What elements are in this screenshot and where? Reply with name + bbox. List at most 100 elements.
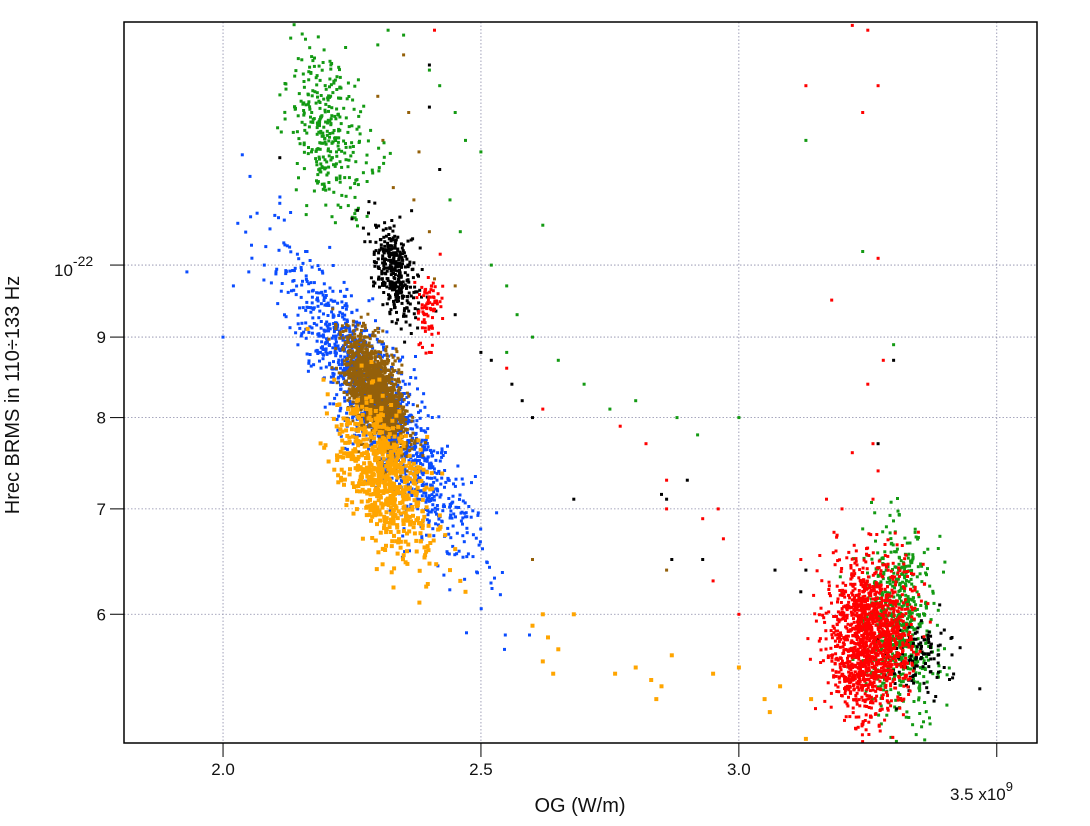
data-point bbox=[649, 678, 654, 682]
data-point bbox=[422, 429, 426, 433]
data-point bbox=[433, 476, 437, 480]
data-point bbox=[221, 335, 225, 339]
data-point bbox=[362, 425, 367, 430]
data-point bbox=[454, 515, 457, 519]
data-point bbox=[355, 127, 359, 131]
data-point bbox=[418, 447, 423, 452]
data-point bbox=[384, 426, 389, 431]
data-point bbox=[318, 121, 321, 125]
data-point bbox=[276, 302, 280, 306]
data-point bbox=[407, 514, 412, 519]
data-point bbox=[879, 617, 883, 621]
data-point bbox=[407, 263, 411, 267]
data-point bbox=[388, 501, 392, 506]
data-point bbox=[882, 572, 886, 576]
data-point bbox=[384, 442, 389, 447]
data-point bbox=[343, 304, 347, 308]
data-point bbox=[376, 364, 379, 368]
data-point bbox=[374, 319, 377, 323]
data-point bbox=[308, 105, 312, 109]
data-point bbox=[865, 616, 869, 620]
data-point bbox=[425, 457, 429, 461]
data-point bbox=[386, 449, 390, 453]
data-point bbox=[289, 211, 293, 214]
data-point bbox=[413, 439, 417, 443]
data-point bbox=[376, 405, 380, 409]
data-point bbox=[339, 366, 342, 370]
data-point bbox=[888, 582, 892, 586]
data-point bbox=[355, 358, 359, 362]
data-point bbox=[380, 435, 385, 440]
data-point bbox=[477, 543, 481, 547]
data-point bbox=[425, 518, 429, 522]
data-point bbox=[380, 452, 385, 457]
data-point bbox=[439, 482, 443, 486]
data-point bbox=[905, 627, 909, 630]
data-point bbox=[907, 609, 911, 613]
data-point bbox=[373, 349, 377, 353]
data-point bbox=[381, 386, 384, 390]
data-point bbox=[938, 534, 942, 538]
data-point bbox=[377, 146, 381, 150]
data-point bbox=[405, 450, 409, 454]
data-point bbox=[366, 416, 371, 421]
data-point bbox=[396, 540, 401, 545]
data-point bbox=[315, 291, 319, 295]
data-point bbox=[249, 215, 253, 219]
data-point bbox=[897, 555, 901, 559]
data-point bbox=[405, 518, 410, 523]
data-point bbox=[383, 283, 386, 287]
data-point bbox=[383, 445, 388, 450]
data-point bbox=[426, 414, 430, 418]
data-point bbox=[391, 438, 395, 442]
data-point bbox=[896, 593, 900, 597]
data-point bbox=[276, 126, 280, 130]
data-point bbox=[353, 449, 358, 454]
data-point bbox=[340, 165, 344, 169]
data-point bbox=[416, 489, 420, 493]
data-point bbox=[377, 465, 382, 470]
data-point bbox=[423, 405, 427, 409]
data-point bbox=[314, 149, 318, 153]
data-point bbox=[332, 325, 336, 329]
data-point bbox=[310, 111, 314, 114]
data-point bbox=[373, 334, 377, 338]
data-point bbox=[401, 280, 405, 284]
data-point bbox=[396, 424, 401, 429]
data-point bbox=[891, 652, 895, 656]
data-point bbox=[354, 435, 359, 440]
data-point bbox=[297, 257, 301, 261]
data-point bbox=[389, 486, 394, 491]
data-point bbox=[331, 375, 335, 379]
data-point bbox=[373, 538, 378, 543]
data-point bbox=[366, 456, 371, 460]
data-point bbox=[915, 590, 919, 594]
data-point bbox=[396, 509, 401, 514]
data-point bbox=[351, 400, 355, 404]
data-point bbox=[414, 490, 419, 495]
data-point bbox=[399, 402, 402, 406]
data-point bbox=[407, 401, 410, 405]
data-point bbox=[378, 383, 382, 387]
data-point bbox=[402, 510, 407, 515]
data-point bbox=[895, 577, 898, 581]
data-point bbox=[407, 461, 412, 466]
data-point bbox=[373, 488, 378, 493]
data-point bbox=[396, 416, 400, 420]
data-point bbox=[424, 470, 429, 475]
data-point bbox=[392, 354, 396, 358]
data-point bbox=[330, 114, 334, 118]
data-point bbox=[296, 322, 300, 326]
data-point bbox=[350, 407, 355, 412]
data-point bbox=[308, 46, 312, 50]
data-point bbox=[354, 379, 358, 382]
data-point bbox=[937, 664, 941, 668]
data-point bbox=[342, 280, 346, 284]
data-point bbox=[530, 623, 535, 628]
data-point bbox=[354, 427, 359, 432]
data-point bbox=[365, 357, 369, 361]
data-point bbox=[357, 379, 361, 383]
data-point bbox=[353, 466, 358, 471]
data-point bbox=[456, 464, 460, 468]
data-point bbox=[321, 357, 325, 361]
